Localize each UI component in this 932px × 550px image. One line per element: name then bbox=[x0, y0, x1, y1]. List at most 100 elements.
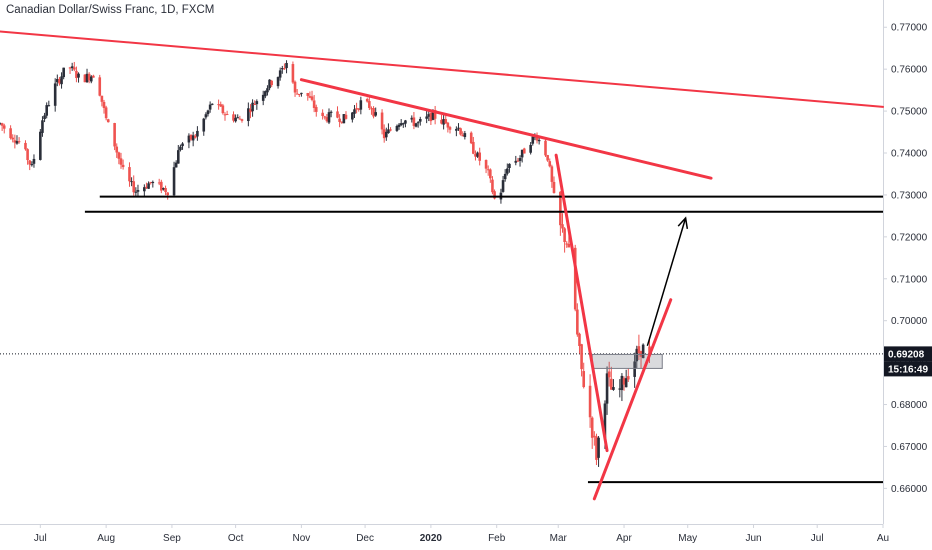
candle bbox=[448, 125, 452, 134]
candle bbox=[336, 106, 339, 119]
candle bbox=[308, 91, 312, 99]
candle bbox=[605, 366, 609, 415]
candle bbox=[255, 99, 259, 110]
candle bbox=[268, 79, 271, 91]
consolidation-box[interactable] bbox=[591, 353, 663, 369]
candle bbox=[157, 178, 161, 186]
target-arrow[interactable] bbox=[646, 216, 689, 347]
candle bbox=[323, 115, 327, 120]
candle bbox=[593, 431, 596, 446]
candle bbox=[469, 131, 473, 145]
time-tick-label: Jun bbox=[745, 533, 761, 544]
candle bbox=[329, 110, 333, 118]
candle bbox=[395, 124, 399, 132]
candle bbox=[210, 103, 214, 106]
candle bbox=[85, 68, 89, 83]
candle bbox=[446, 121, 450, 133]
candle bbox=[618, 379, 622, 398]
candle bbox=[387, 123, 390, 134]
candle bbox=[463, 130, 467, 140]
candle bbox=[202, 117, 206, 136]
candle bbox=[75, 66, 78, 83]
candle bbox=[582, 362, 586, 389]
time-tick-label: May bbox=[678, 533, 697, 544]
candle bbox=[484, 159, 488, 174]
candle bbox=[179, 144, 182, 152]
time-tick-label: 2020 bbox=[420, 533, 443, 544]
candle bbox=[32, 154, 36, 168]
candle bbox=[247, 102, 250, 127]
candle bbox=[597, 436, 600, 467]
candle bbox=[399, 119, 403, 127]
candle bbox=[397, 123, 401, 130]
candle bbox=[518, 155, 522, 167]
candle bbox=[312, 94, 316, 113]
candle bbox=[359, 96, 363, 115]
candle bbox=[573, 244, 577, 312]
time-tick-label: Feb bbox=[488, 533, 506, 544]
candle bbox=[191, 131, 195, 147]
candle bbox=[478, 147, 482, 166]
time-tick-label: Nov bbox=[293, 533, 311, 544]
price-tick-label: 0.73000 bbox=[891, 190, 928, 201]
candle bbox=[503, 169, 507, 182]
candle bbox=[351, 111, 354, 123]
candle bbox=[506, 163, 509, 176]
candle bbox=[219, 101, 223, 107]
candle bbox=[522, 147, 526, 154]
candle bbox=[187, 133, 191, 149]
candle bbox=[641, 343, 645, 359]
crash-line-trendline[interactable] bbox=[554, 153, 609, 453]
candle bbox=[293, 80, 297, 97]
candle bbox=[15, 135, 19, 145]
candle bbox=[514, 155, 518, 166]
candle bbox=[39, 128, 42, 161]
chart-title: Canadian Dollar/Swiss Franc, 1D, FXCM bbox=[6, 4, 215, 16]
candle bbox=[121, 159, 125, 170]
price-tick-label: 0.67000 bbox=[891, 442, 928, 453]
candle bbox=[9, 125, 12, 140]
price-axis: 0.77000 0.76000 0.75000 0.74000 0.73000 0.720… bbox=[883, 23, 928, 495]
candle bbox=[635, 345, 639, 369]
candle bbox=[196, 126, 199, 141]
candle bbox=[414, 122, 418, 128]
candle bbox=[45, 102, 48, 119]
candle bbox=[24, 140, 27, 151]
candle bbox=[276, 76, 280, 89]
long-term-resistance-trendline[interactable] bbox=[0, 30, 884, 108]
candle bbox=[204, 112, 208, 120]
candle bbox=[261, 90, 265, 106]
price-tick-label: 0.77000 bbox=[891, 23, 928, 34]
candle bbox=[281, 65, 284, 74]
candle bbox=[374, 107, 377, 117]
price-tick-label: 0.76000 bbox=[891, 65, 928, 76]
countdown-tag bbox=[884, 361, 932, 377]
candle bbox=[43, 112, 46, 123]
candle bbox=[98, 74, 102, 97]
candle bbox=[41, 116, 44, 137]
candle bbox=[115, 143, 119, 158]
candle bbox=[444, 115, 448, 124]
candle bbox=[516, 157, 520, 162]
candle bbox=[223, 112, 227, 121]
candle bbox=[472, 136, 475, 155]
candle bbox=[236, 114, 240, 119]
candle bbox=[342, 114, 346, 124]
candle bbox=[489, 168, 492, 183]
candle bbox=[147, 181, 150, 189]
candle bbox=[546, 154, 549, 162]
candle bbox=[128, 162, 131, 187]
candle bbox=[576, 303, 579, 337]
time-tick-label: Dec bbox=[356, 533, 374, 544]
candle bbox=[588, 374, 592, 428]
time-tick-label: Au bbox=[877, 533, 889, 544]
candle bbox=[501, 175, 505, 193]
candle bbox=[440, 115, 443, 125]
rising-support-trendline[interactable] bbox=[592, 298, 673, 501]
short-term-resistance-trendline[interactable] bbox=[299, 78, 713, 180]
candle bbox=[117, 151, 121, 165]
candle bbox=[2, 123, 6, 134]
candle bbox=[410, 115, 414, 123]
